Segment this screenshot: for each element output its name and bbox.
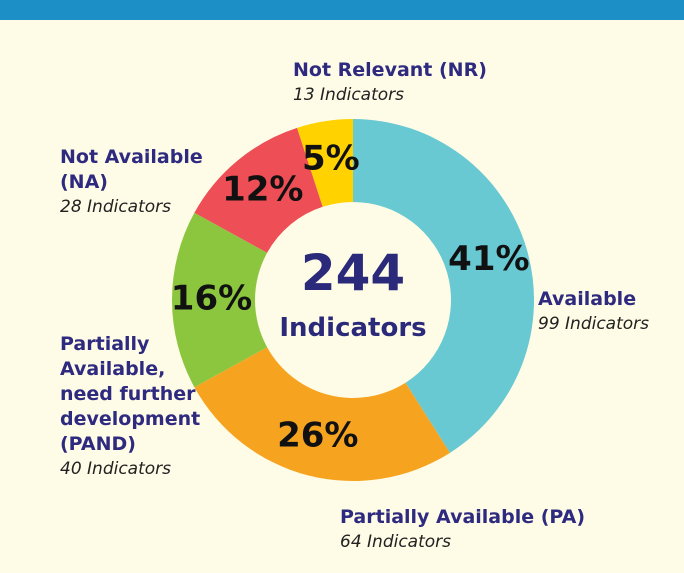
donut-slice — [194, 347, 450, 481]
center-value: 244 — [301, 244, 405, 302]
category-name: Available — [538, 288, 637, 310]
donut-slice — [194, 127, 323, 253]
slice-label: Not Relevant (NR) 13 Indicators — [293, 58, 553, 108]
donut-slice — [171, 212, 268, 388]
slice-percent: 41% — [448, 239, 529, 279]
category-count: 99 Indicators — [538, 314, 650, 334]
category-count: 64 Indicators — [340, 532, 452, 552]
slice-percent: 5% — [302, 139, 360, 179]
slice-label: Not Available (NA) 28 Indicators — [60, 145, 220, 220]
slice-percent: 12% — [222, 169, 303, 209]
slice-label: Available 99 Indicators — [538, 287, 678, 337]
category-count: 13 Indicators — [293, 85, 405, 105]
category-count: 28 Indicators — [60, 197, 172, 217]
category-name: Partially Available (PA) — [340, 506, 585, 528]
category-name: Not Relevant (NR) — [293, 59, 487, 81]
category-name: Partially Available, need further develo… — [60, 333, 201, 455]
category-name: Not Available (NA) — [60, 146, 203, 193]
slice-label: Partially Available, need further develo… — [60, 332, 220, 482]
header-bar — [0, 0, 684, 20]
slice-percent: 16% — [171, 279, 252, 319]
center-label: Indicators — [279, 313, 426, 343]
donut-slice — [353, 119, 535, 453]
category-count: 40 Indicators — [60, 459, 172, 479]
donut-slice — [297, 119, 353, 207]
slice-label: Partially Available (PA) 64 Indicators — [340, 505, 660, 555]
slice-percent: 26% — [277, 416, 358, 456]
